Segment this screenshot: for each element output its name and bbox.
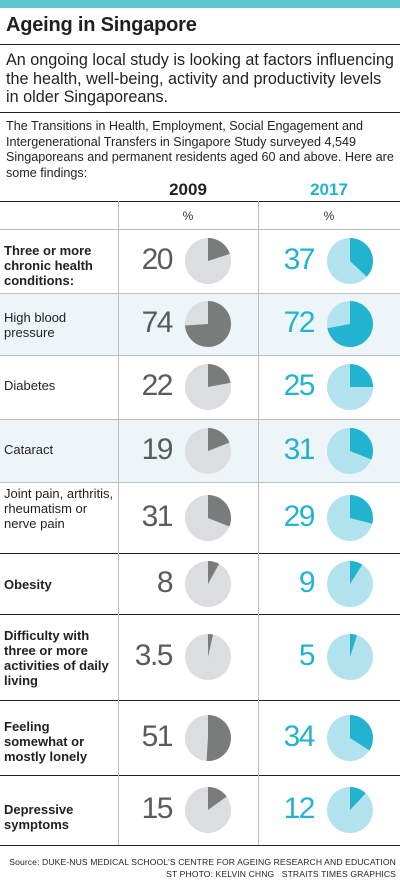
row-label: Diabetes — [4, 378, 56, 393]
pie-2009 — [185, 714, 231, 761]
pie-2017 — [327, 364, 373, 410]
row-label: Obesity — [4, 577, 52, 592]
row-label: Feeling somewhat or mostly lonely — [4, 719, 88, 764]
pie-2009 — [185, 634, 231, 680]
pie-2017 — [327, 634, 373, 680]
pie-2017 — [327, 301, 373, 347]
row-divider — [0, 482, 400, 483]
pie-value-slice — [208, 427, 230, 451]
pie-2009 — [185, 560, 231, 607]
pie-value-slice — [350, 560, 363, 584]
column-divider — [118, 201, 119, 845]
pie-value-slice — [208, 787, 227, 810]
pie-value-slice — [208, 494, 231, 526]
row-label: Joint pain, arthritis, rheumatism or ner… — [4, 486, 114, 531]
year-2009-header: 2009 — [169, 180, 207, 199]
row-label: Difficulty with three or more activities… — [4, 628, 109, 688]
value-2009: 8 — [156, 565, 174, 599]
value-2017: 34 — [283, 719, 316, 753]
row-divider — [0, 419, 400, 420]
pie-2009 — [185, 364, 231, 410]
value-2009: 51 — [141, 719, 174, 753]
pie-2017 — [327, 427, 373, 474]
value-2009: 31 — [141, 499, 174, 533]
pie-value-slice — [350, 238, 373, 277]
pie-value-slice — [185, 301, 231, 347]
value-2009: 20 — [141, 243, 174, 276]
pie-value-slice — [327, 301, 373, 347]
row-divider — [0, 700, 400, 701]
value-2009: 74 — [141, 306, 174, 339]
pie-2017 — [327, 714, 373, 761]
value-2017: 9 — [298, 565, 316, 599]
pie-2009 — [185, 238, 231, 284]
pie-value-slice — [350, 787, 366, 810]
value-2017: 72 — [283, 306, 316, 339]
value-2017: 12 — [283, 792, 316, 825]
value-2017: 31 — [283, 432, 316, 466]
title-divider — [0, 44, 400, 45]
value-2017: 29 — [283, 499, 316, 533]
pie-value-slice — [350, 634, 358, 657]
row-divider — [0, 614, 400, 615]
row-divider — [0, 553, 400, 554]
row-divider — [0, 775, 400, 776]
photo-credit: ST PHOTO: KELVIN CHNG STRAITS TIMES GRAP… — [166, 869, 396, 879]
unit-row-rule — [0, 229, 400, 230]
row-label: Three or more chronic health conditions: — [4, 243, 93, 288]
year-2017-header: 2017 — [310, 180, 348, 199]
row-divider — [0, 845, 400, 846]
pie-value-slice — [208, 238, 230, 261]
study-description: The Transitions in Health, Employment, S… — [6, 119, 394, 180]
value-2009: 19 — [141, 432, 174, 466]
pie-2009 — [185, 787, 231, 833]
page-title: Ageing in Singapore — [6, 14, 197, 36]
row-label: High blood pressure — [4, 310, 67, 340]
row-divider — [0, 293, 400, 294]
pie-value-slice — [350, 427, 373, 459]
table-top-rule — [0, 201, 400, 202]
pie-2017 — [327, 238, 373, 284]
value-2017: 37 — [283, 243, 316, 276]
pie-value-slice — [350, 714, 373, 750]
row-divider — [0, 355, 400, 356]
lead-divider — [0, 112, 400, 113]
row-label: Cataract — [4, 442, 54, 457]
pie-2009 — [185, 427, 231, 474]
pie-value-slice — [350, 364, 373, 387]
pie-value-slice — [208, 560, 220, 584]
unit-label-2017: % — [323, 209, 335, 223]
value-2009: 15 — [141, 792, 174, 825]
source-note: Source: DUKE-NUS MEDICAL SCHOOL'S CENTRE… — [9, 857, 396, 867]
row-label: Depressive symptoms — [4, 802, 74, 832]
column-divider — [258, 201, 259, 845]
pie-2009 — [185, 301, 231, 347]
pie-2009 — [185, 494, 231, 541]
value-2017: 5 — [298, 639, 316, 672]
pie-2017 — [327, 560, 373, 607]
value-2009: 22 — [141, 369, 174, 402]
value-2017: 25 — [283, 369, 316, 402]
pie-value-slice — [350, 494, 373, 524]
pie-value-slice — [206, 714, 231, 761]
value-2009: 3.5 — [134, 639, 174, 672]
pie-2017 — [327, 787, 373, 833]
top-accent-bar — [0, 0, 400, 8]
unit-label-2009: % — [182, 209, 194, 223]
lead-paragraph: An ongoing local study is looking at fac… — [6, 51, 394, 106]
pie-value-slice — [208, 364, 231, 387]
pie-2017 — [327, 494, 373, 541]
pie-value-slice — [208, 634, 214, 657]
